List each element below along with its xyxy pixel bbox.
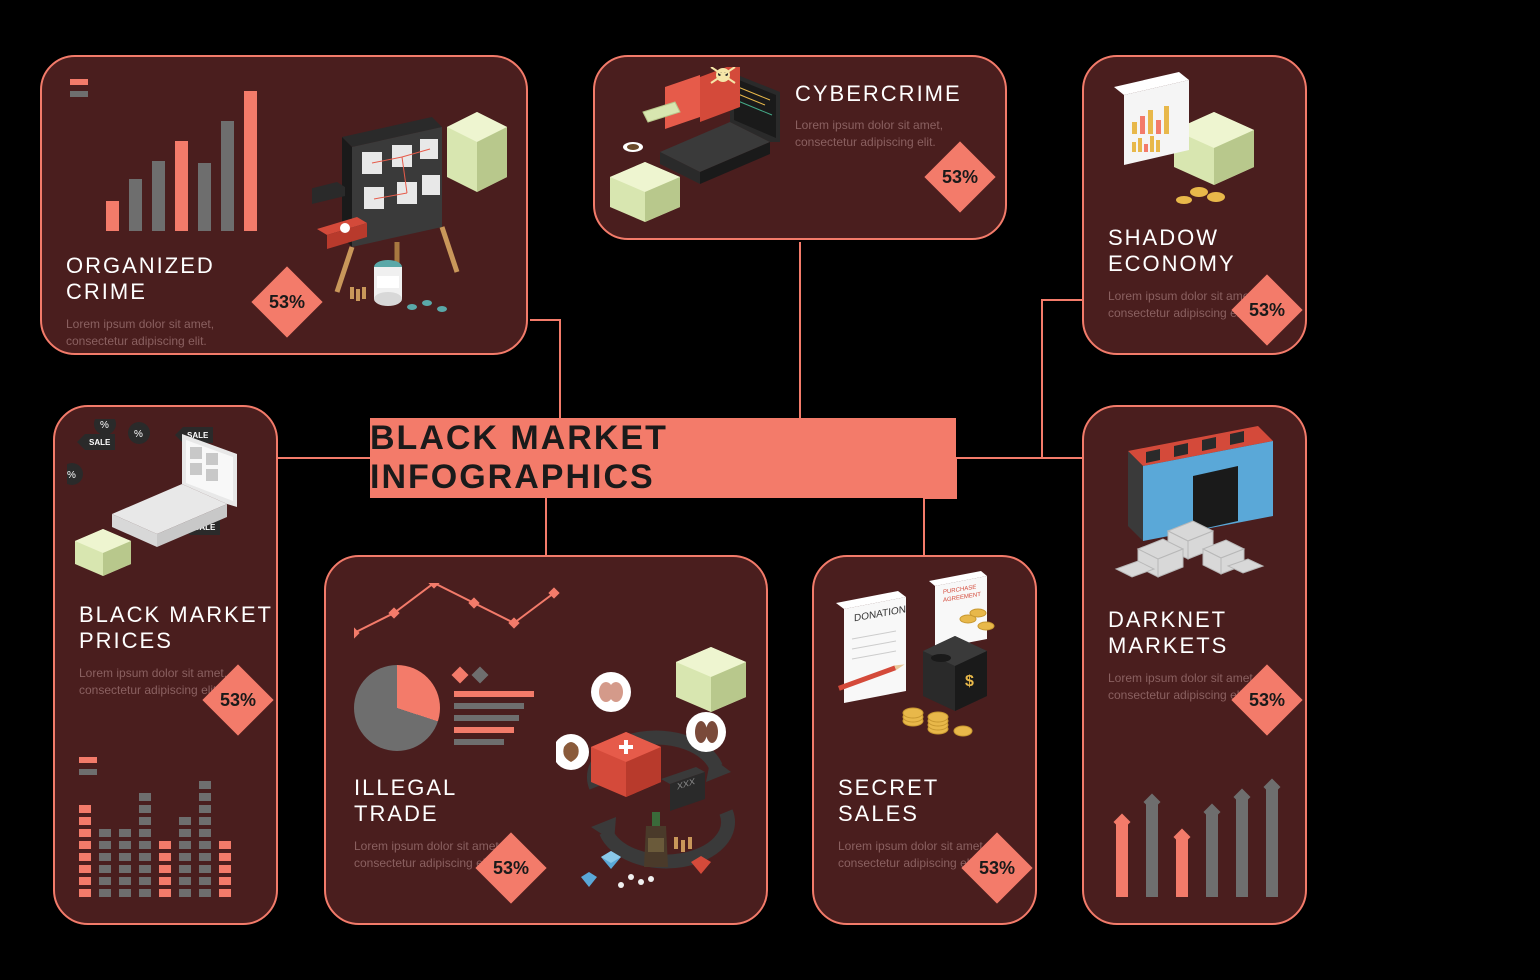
panel-secret-sales: DONATION PURCHASE AGREEMENT xyxy=(812,555,1037,925)
percent-badge: 53% xyxy=(203,665,273,735)
equalizer-chart xyxy=(79,747,231,897)
line-chart xyxy=(354,583,564,643)
percent-badge: 53% xyxy=(476,833,546,903)
list-bar xyxy=(454,715,519,721)
percent-badge: 53% xyxy=(1232,275,1302,345)
list-bar xyxy=(454,703,524,709)
percent-badge: 53% xyxy=(925,142,995,212)
panel-illegal-trade: ILLEGALTRADE Lorem ipsum dolor sit amet,… xyxy=(324,555,768,925)
illustration-sale-laptop: SALE SALE SALE % % % xyxy=(67,419,267,589)
pct-value: 53% xyxy=(962,833,1032,903)
illustration-storefront xyxy=(1098,421,1298,596)
main-title-text: BLACK MARKET INFOGRAPHICS xyxy=(370,419,956,497)
panel-title: DARKNETMARKETS xyxy=(1108,607,1258,660)
pct-value: 53% xyxy=(203,665,273,735)
illustration-laptop-hack xyxy=(605,67,790,227)
panel-prices: SALE SALE SALE % % % xyxy=(53,405,278,925)
main-title: BLACK MARKET INFOGRAPHICS xyxy=(370,418,956,498)
legend-pip xyxy=(70,91,88,97)
bar xyxy=(244,91,257,231)
legend-diamond xyxy=(452,667,469,684)
illustration-organs-trade: XXX xyxy=(556,637,766,907)
legend-diamond xyxy=(472,667,489,684)
legend-pip xyxy=(70,79,88,85)
panel-desc: Lorem ipsum dolor sit amet, consectetur … xyxy=(66,316,216,350)
pct-value: 53% xyxy=(1232,275,1302,345)
panel-title: SECRETSALES xyxy=(838,775,988,828)
diamond-bar-chart xyxy=(1108,757,1288,897)
panel-title: CYBERCRIME xyxy=(795,81,962,107)
bar-chart xyxy=(106,91,276,231)
panel-organized-crime: ORGANIZEDCRIME Lorem ipsum dolor sit ame… xyxy=(40,55,528,355)
bar xyxy=(221,121,234,231)
infographic-canvas: BLACK MARKET INFOGRAPHICS ORGANIZEDCRIME… xyxy=(0,0,1540,980)
bar xyxy=(106,201,119,231)
bar xyxy=(152,161,165,231)
percent-badge: 53% xyxy=(1232,665,1302,735)
illustration-investigation-board xyxy=(312,87,512,327)
panel-title: BLACK MARKETPRICES xyxy=(79,602,273,655)
svg-text:$: $ xyxy=(965,673,974,690)
panel-title: ILLEGALTRADE xyxy=(354,775,504,828)
bar xyxy=(129,179,142,231)
pct-value: 53% xyxy=(1232,665,1302,735)
list-bar xyxy=(454,739,504,745)
pct-value: 53% xyxy=(476,833,546,903)
pct-value: 53% xyxy=(925,142,995,212)
svg-text:%: % xyxy=(134,429,143,440)
illustration-donation-coins: DONATION PURCHASE AGREEMENT xyxy=(828,571,1028,761)
panel-darknet: DARKNETMARKETS Lorem ipsum dolor sit ame… xyxy=(1082,405,1307,925)
panel-shadow-economy: SHADOWECONOMY Lorem ipsum dolor sit amet… xyxy=(1082,55,1307,355)
svg-text:%: % xyxy=(100,420,109,431)
panel-desc: Lorem ipsum dolor sit amet, consectetur … xyxy=(795,117,945,151)
panel-cybercrime: CYBERCRIME Lorem ipsum dolor sit amet, c… xyxy=(593,55,1007,240)
bar xyxy=(198,163,211,231)
pie-chart xyxy=(354,665,440,751)
percent-badge: 53% xyxy=(962,833,1032,903)
illustration-report-money xyxy=(1104,72,1284,212)
panel-title: SHADOWECONOMY xyxy=(1108,225,1258,278)
bar xyxy=(175,141,188,231)
list-bar xyxy=(454,727,514,733)
list-bar xyxy=(454,691,534,697)
svg-text:SALE: SALE xyxy=(89,438,111,447)
svg-text:%: % xyxy=(67,470,76,481)
